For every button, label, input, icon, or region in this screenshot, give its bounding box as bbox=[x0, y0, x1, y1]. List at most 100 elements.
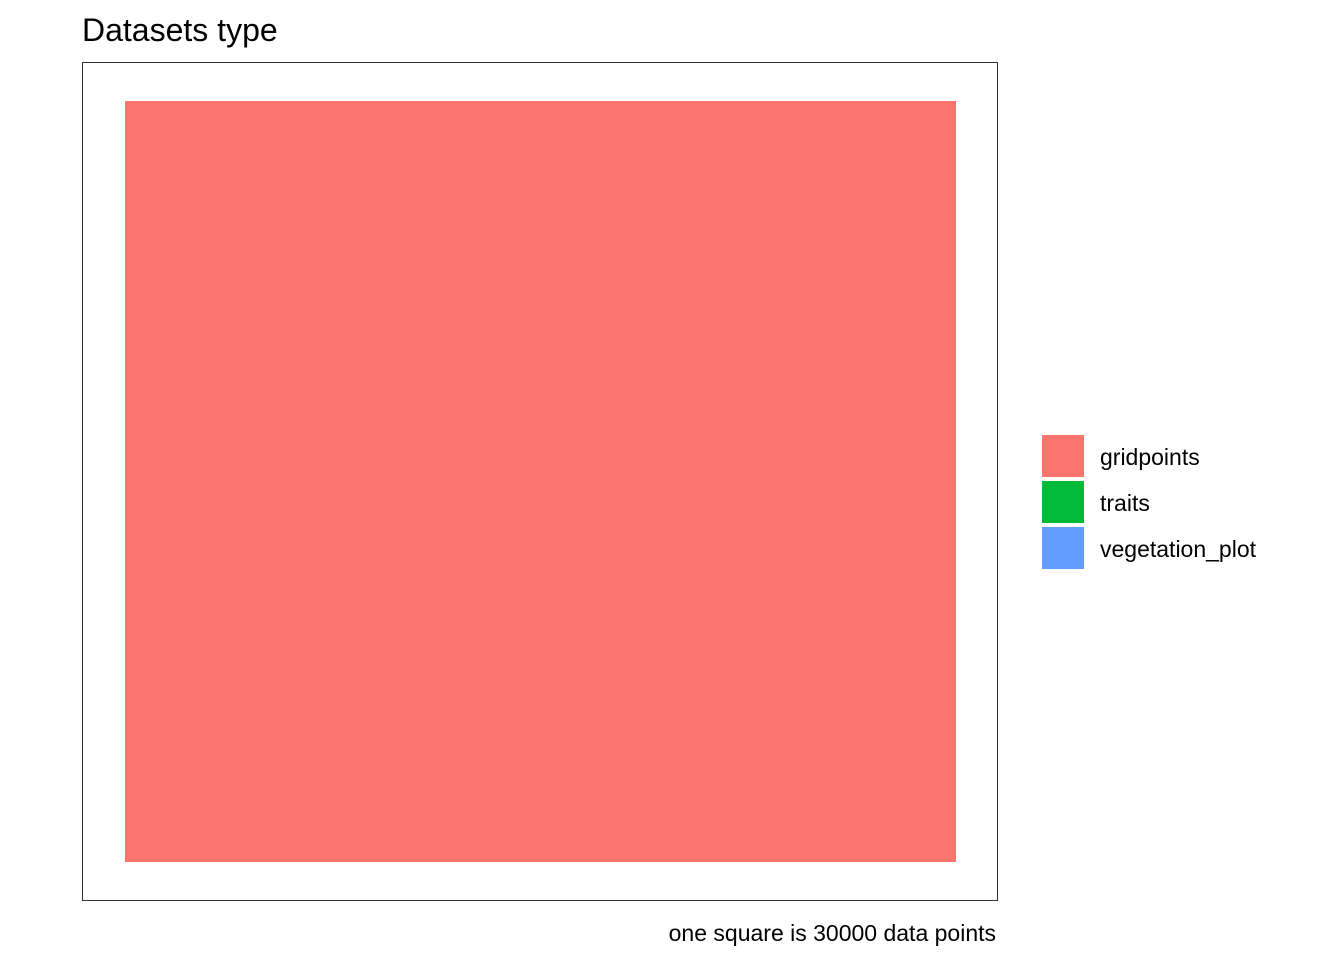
waffle-square-gridpoints bbox=[194, 551, 229, 585]
waffle-square-gridpoints bbox=[194, 239, 229, 274]
waffle-square-gridpoints bbox=[575, 378, 610, 412]
waffle-square-gridpoints bbox=[229, 412, 264, 447]
waffle-square-gridpoints bbox=[852, 758, 887, 793]
waffle-square-gridpoints bbox=[471, 170, 506, 205]
waffle-square-gridpoints bbox=[471, 412, 506, 447]
waffle-square-gridpoints bbox=[748, 585, 783, 620]
waffle-square-gridpoints bbox=[714, 170, 748, 205]
waffle-square-gridpoints bbox=[818, 412, 852, 447]
waffle-square-gridpoints bbox=[367, 654, 402, 689]
waffle-square-gridpoints bbox=[783, 136, 818, 170]
waffle-square-gridpoints bbox=[333, 654, 367, 689]
waffle-square-gridpoints bbox=[852, 170, 887, 205]
waffle-square-gridpoints bbox=[194, 205, 229, 239]
waffle-square-gridpoints bbox=[783, 447, 818, 482]
waffle-square-gridpoints bbox=[367, 274, 402, 309]
waffle-square-gridpoints bbox=[541, 516, 575, 551]
waffle-square-gridpoints bbox=[887, 412, 921, 447]
waffle-square-gridpoints bbox=[298, 343, 333, 378]
waffle-square-gridpoints bbox=[437, 793, 471, 827]
waffle-square-gridpoints bbox=[471, 447, 506, 482]
legend-key-vegetation-plot bbox=[1042, 527, 1084, 569]
waffle-square-gridpoints bbox=[921, 309, 956, 343]
waffle-square-gridpoints bbox=[194, 827, 229, 862]
waffle-square-gridpoints bbox=[921, 482, 956, 516]
waffle-square-gridpoints bbox=[125, 274, 160, 309]
waffle-square-gridpoints bbox=[471, 551, 506, 585]
waffle-square-gridpoints bbox=[402, 447, 437, 482]
waffle-square-gridpoints bbox=[160, 654, 194, 689]
waffle-square-gridpoints bbox=[437, 205, 471, 239]
waffle-square-gridpoints bbox=[679, 758, 714, 793]
waffle-square-gridpoints bbox=[437, 482, 471, 516]
waffle-square-gridpoints bbox=[610, 724, 644, 758]
waffle-square-gridpoints bbox=[194, 482, 229, 516]
waffle-square-gridpoints bbox=[194, 516, 229, 551]
waffle-square-gridpoints bbox=[818, 309, 852, 343]
waffle-square-gridpoints bbox=[506, 793, 541, 827]
waffle-square-gridpoints bbox=[125, 239, 160, 274]
waffle-square-gridpoints bbox=[298, 274, 333, 309]
waffle-square-gridpoints bbox=[437, 689, 471, 724]
waffle-square-gridpoints bbox=[748, 724, 783, 758]
waffle-square-gridpoints bbox=[679, 412, 714, 447]
waffle-square-gridpoints bbox=[506, 724, 541, 758]
waffle-square-gridpoints bbox=[194, 585, 229, 620]
waffle-square-gridpoints bbox=[852, 551, 887, 585]
waffle-square-gridpoints bbox=[194, 170, 229, 205]
waffle-square-gridpoints bbox=[506, 136, 541, 170]
waffle-square-gridpoints bbox=[229, 827, 264, 862]
waffle-square-gridpoints bbox=[852, 827, 887, 862]
waffle-square-gridpoints bbox=[852, 343, 887, 378]
chart-caption: one square is 30000 data points bbox=[668, 920, 996, 946]
waffle-square-gridpoints bbox=[818, 343, 852, 378]
waffle-square-gridpoints bbox=[818, 585, 852, 620]
waffle-square-gridpoints bbox=[367, 447, 402, 482]
waffle-square-gridpoints bbox=[887, 309, 921, 343]
waffle-square-gridpoints bbox=[818, 447, 852, 482]
waffle-square-gridpoints bbox=[714, 689, 748, 724]
waffle-square-gridpoints bbox=[298, 516, 333, 551]
waffle-square-gridpoints bbox=[818, 378, 852, 412]
waffle-square-gridpoints bbox=[506, 170, 541, 205]
waffle-square-gridpoints bbox=[471, 585, 506, 620]
waffle-square-gridpoints bbox=[679, 482, 714, 516]
waffle-square-gridpoints bbox=[714, 620, 748, 654]
waffle-square-gridpoints bbox=[402, 724, 437, 758]
waffle-square-gridpoints bbox=[748, 274, 783, 309]
waffle-square-gridpoints bbox=[160, 827, 194, 862]
waffle-square-gridpoints bbox=[921, 170, 956, 205]
waffle-square-gridpoints bbox=[818, 136, 852, 170]
waffle-square-gridpoints bbox=[367, 309, 402, 343]
waffle-square-gridpoints bbox=[333, 724, 367, 758]
waffle-square-gridpoints bbox=[748, 239, 783, 274]
waffle-square-gridpoints bbox=[610, 343, 644, 378]
waffle-square-gridpoints bbox=[575, 447, 610, 482]
waffle-square-gridpoints bbox=[160, 724, 194, 758]
waffle-square-gridpoints bbox=[852, 205, 887, 239]
waffle-square-gridpoints bbox=[541, 585, 575, 620]
waffle-square-gridpoints bbox=[194, 654, 229, 689]
waffle-square-gridpoints bbox=[818, 689, 852, 724]
waffle-square-gridpoints bbox=[367, 239, 402, 274]
waffle-square-gridpoints bbox=[921, 274, 956, 309]
waffle-square-gridpoints bbox=[887, 170, 921, 205]
waffle-square-gridpoints bbox=[921, 136, 956, 170]
waffle-square-gridpoints bbox=[229, 239, 264, 274]
waffle-square-gridpoints bbox=[644, 136, 679, 170]
waffle-square-gridpoints bbox=[644, 447, 679, 482]
waffle-square-gridpoints bbox=[575, 827, 610, 862]
waffle-square-gridpoints bbox=[921, 654, 956, 689]
waffle-square-gridpoints bbox=[298, 412, 333, 447]
waffle-square-gridpoints bbox=[610, 412, 644, 447]
waffle-square-gridpoints bbox=[333, 239, 367, 274]
waffle-square-gridpoints bbox=[748, 689, 783, 724]
waffle-square-gridpoints bbox=[921, 378, 956, 412]
waffle-square-gridpoints bbox=[125, 758, 160, 793]
waffle-square-gridpoints bbox=[437, 239, 471, 274]
waffle-square-gridpoints bbox=[644, 343, 679, 378]
waffle-square-gridpoints bbox=[644, 516, 679, 551]
waffle-square-gridpoints bbox=[437, 412, 471, 447]
waffle-square-gridpoints bbox=[229, 482, 264, 516]
waffle-square-gridpoints bbox=[748, 758, 783, 793]
